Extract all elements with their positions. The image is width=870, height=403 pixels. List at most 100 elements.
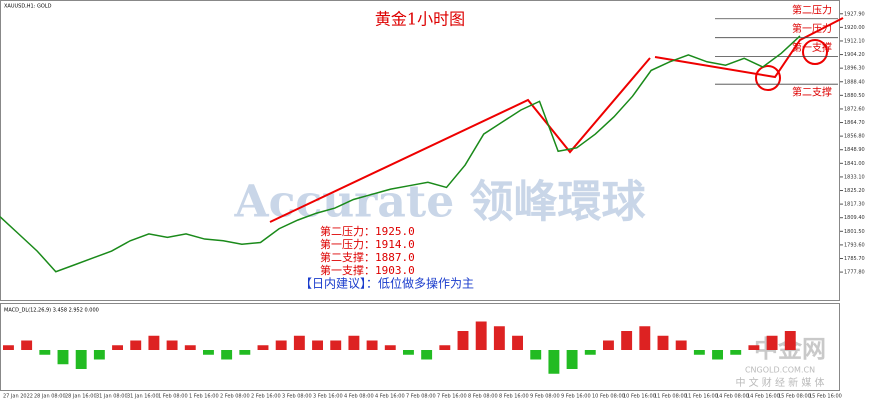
macd-bar xyxy=(384,345,396,350)
y-tick-label: 1785.70 xyxy=(844,256,865,262)
macd-bar xyxy=(566,350,578,369)
chart-title: 黄金1小时图 xyxy=(375,10,465,29)
y-tick-label: 1864.70 xyxy=(844,120,865,126)
level-label: 第一压力 xyxy=(792,22,832,35)
macd-bar xyxy=(293,335,305,350)
macd-bar xyxy=(93,350,105,360)
macd-bar xyxy=(348,335,360,350)
note: 第一压力：1914.0 xyxy=(320,237,415,251)
y-tick-label: 1793.60 xyxy=(844,242,865,248)
x-tick-label: 4 Feb 08:00 xyxy=(344,394,374,400)
y-tick-label: 1888.40 xyxy=(844,79,865,85)
macd-bar xyxy=(39,350,51,355)
y-tick-label: 1833.10 xyxy=(844,174,865,180)
macd-bar xyxy=(3,345,14,350)
x-tick-label: 27 Jan 2022 xyxy=(3,394,33,400)
macd-bar xyxy=(257,345,269,350)
x-tick-label: 8 Feb 16:00 xyxy=(499,394,529,400)
advice: 【日内建议】：低位做多操作为主 xyxy=(300,276,474,291)
x-tick-label: 9 Feb 16:00 xyxy=(561,394,591,400)
macd-bar xyxy=(584,350,596,355)
level-label: 第一支撑 xyxy=(792,41,832,54)
macd-bar xyxy=(130,340,142,350)
y-tick-label: 1825.20 xyxy=(844,188,865,194)
y-tick-label: 1809.40 xyxy=(844,215,865,221)
macd-bar xyxy=(166,340,178,350)
x-tick-label: 3 Feb 08:00 xyxy=(282,394,312,400)
macd-bar xyxy=(330,340,342,350)
macd-bar xyxy=(312,340,323,350)
macd-bar xyxy=(766,335,778,350)
macd-bar xyxy=(748,345,760,350)
y-tick-label: 1920.00 xyxy=(844,25,865,31)
x-tick-label: 4 Feb 16:00 xyxy=(375,394,405,400)
macd-bar xyxy=(621,331,633,350)
macd-bar xyxy=(366,340,378,350)
y-tick-label: 1896.30 xyxy=(844,66,865,72)
x-tick-label: 3 Feb 16:00 xyxy=(313,394,343,400)
macd-bar xyxy=(457,331,469,350)
macd-bar xyxy=(203,350,214,355)
macd-bar xyxy=(712,350,723,360)
y-tick-label: 1856.80 xyxy=(844,134,865,140)
macd-bar xyxy=(548,350,560,374)
macd-bar xyxy=(657,335,669,350)
x-tick-label: 11 Feb 16:00 xyxy=(685,394,718,400)
watermark: 中 文 财 经 新 媒 体 xyxy=(735,376,824,389)
macd-bar xyxy=(475,321,487,350)
y-tick-label: 1801.50 xyxy=(844,229,865,235)
y-tick-label: 1904.20 xyxy=(844,52,865,58)
macd-bar xyxy=(603,340,614,350)
macd-bar xyxy=(184,345,196,350)
macd-bar xyxy=(530,350,542,360)
x-tick-label: 31 Jan 08:00 xyxy=(96,394,128,400)
x-tick-label: 10 Feb 08:00 xyxy=(592,394,625,400)
watermark: Accurate 领峰環球 xyxy=(233,177,646,228)
x-tick-label: 10 Feb 16:00 xyxy=(623,394,656,400)
note: 第一支撑：1903.0 xyxy=(320,263,415,277)
x-tick-label: 2 Feb 16:00 xyxy=(251,394,281,400)
y-tick-label: 1880.50 xyxy=(844,93,865,99)
y-tick-label: 1841.00 xyxy=(844,161,865,167)
symbol: XAUUSD,H1: GOLD xyxy=(4,4,52,10)
macd-bar xyxy=(112,345,123,350)
macd-bar xyxy=(221,350,233,360)
x-tick-label: 28 Jan 16:00 xyxy=(65,394,97,400)
x-tick-label: 2 Feb 08:00 xyxy=(220,394,250,400)
macd-bar xyxy=(21,340,33,350)
macd-bar xyxy=(784,331,796,350)
x-tick-label: 7 Feb 16:00 xyxy=(437,394,467,400)
price-line xyxy=(0,35,801,273)
watermark: CNGOLD.COM.CN xyxy=(745,366,815,375)
macd-bar xyxy=(639,326,651,350)
macd-bar xyxy=(512,335,523,350)
macd-bar xyxy=(730,350,742,355)
y-tick-label: 1912.10 xyxy=(844,38,865,44)
macd-bar xyxy=(275,340,287,350)
macd-bar xyxy=(439,345,451,350)
x-tick-label: 15 Feb 08:00 xyxy=(778,394,811,400)
x-tick-label: 1 Feb 08:00 xyxy=(158,394,188,400)
macd-bar xyxy=(57,350,69,365)
macd-bar xyxy=(675,340,687,350)
y-tick-label: 1817.30 xyxy=(844,202,865,208)
macd-label: MACD_DL(12,26,9) 3.458 2.952 0.000 xyxy=(4,308,99,314)
macd-bar xyxy=(403,350,414,355)
note: 第二压力：1925.0 xyxy=(320,224,415,238)
x-tick-label: 31 Jan 16:00 xyxy=(127,394,159,400)
note: 第二支撑：1887.0 xyxy=(320,250,415,264)
y-tick-label: 1777.80 xyxy=(844,270,865,276)
y-tick-label: 1927.90 xyxy=(844,11,865,17)
x-tick-label: 28 Jan 08:00 xyxy=(34,394,66,400)
x-tick-label: 8 Feb 08:00 xyxy=(468,394,498,400)
x-tick-label: 1 Feb 16:00 xyxy=(189,394,219,400)
macd-bar xyxy=(421,350,433,360)
x-tick-label: 7 Feb 08:00 xyxy=(406,394,436,400)
level-label: 第二支撑 xyxy=(792,86,832,99)
macd-bar xyxy=(693,350,705,355)
x-tick-label: 9 Feb 08:00 xyxy=(530,394,560,400)
x-tick-label: 14 Feb 16:00 xyxy=(747,394,780,400)
macd-frame xyxy=(0,303,840,391)
